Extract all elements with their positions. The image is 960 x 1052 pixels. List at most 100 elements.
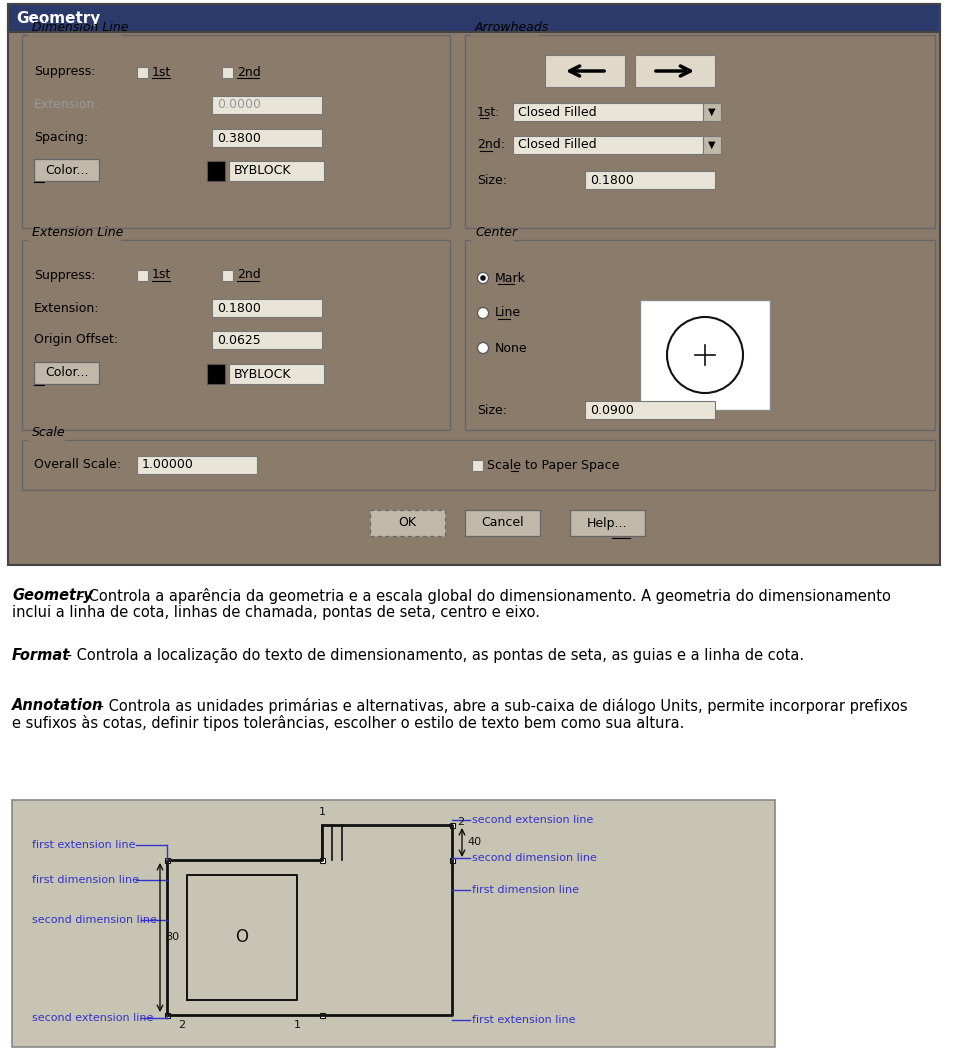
Circle shape <box>477 272 489 283</box>
Bar <box>34 362 99 384</box>
Bar <box>229 364 324 384</box>
Circle shape <box>477 343 489 353</box>
Text: 1.00000: 1.00000 <box>142 459 194 471</box>
Text: 1st: 1st <box>152 65 171 79</box>
Text: Suppress:: Suppress: <box>34 65 95 79</box>
Bar <box>513 103 703 121</box>
Bar <box>164 857 170 863</box>
Text: second extension line: second extension line <box>472 815 593 825</box>
Bar <box>22 440 935 490</box>
Bar <box>585 401 715 419</box>
Bar <box>471 33 539 36</box>
Bar <box>570 510 645 537</box>
Bar <box>449 857 454 863</box>
Text: 0.0000: 0.0000 <box>217 99 261 112</box>
Text: second dimension line: second dimension line <box>472 853 597 863</box>
Bar <box>207 364 225 384</box>
Text: 80: 80 <box>165 932 180 942</box>
Bar <box>513 136 703 154</box>
Bar <box>320 1012 324 1017</box>
Bar <box>22 240 450 430</box>
Text: Origin Offset:: Origin Offset: <box>34 333 118 346</box>
Text: 1st: 1st <box>152 268 171 282</box>
Text: 1st:: 1st: <box>477 105 500 119</box>
Text: 2nd: 2nd <box>237 65 261 79</box>
Text: Dimension Line: Dimension Line <box>32 21 129 34</box>
Text: 2: 2 <box>457 817 464 827</box>
Bar <box>8 4 940 565</box>
Bar <box>703 136 721 154</box>
Text: Geometry: Geometry <box>12 588 93 603</box>
Text: None: None <box>495 342 528 355</box>
Text: 2: 2 <box>179 1020 185 1030</box>
Text: Color...: Color... <box>45 366 88 380</box>
Bar <box>137 269 148 281</box>
Text: inclui a linha de cota, linhas de chamada, pontas de seta, centro e eixo.: inclui a linha de cota, linhas de chamad… <box>12 605 540 620</box>
Text: Scale to Paper Space: Scale to Paper Space <box>487 459 619 471</box>
Text: Annotation: Annotation <box>12 697 104 713</box>
Text: first extension line: first extension line <box>472 1015 575 1025</box>
Text: O: O <box>235 928 249 946</box>
Text: 0.0900: 0.0900 <box>590 404 634 417</box>
Text: Overall Scale:: Overall Scale: <box>34 459 121 471</box>
Text: ▼: ▼ <box>708 140 716 150</box>
Text: first extension line: first extension line <box>32 839 135 850</box>
Text: ▼: ▼ <box>708 107 716 117</box>
Text: Extension:: Extension: <box>34 302 100 315</box>
Text: Closed Filled: Closed Filled <box>518 139 596 151</box>
Text: Arrowheads: Arrowheads <box>475 21 549 34</box>
Text: BYBLOCK: BYBLOCK <box>234 367 292 381</box>
Bar <box>472 460 483 470</box>
Text: Extension Line: Extension Line <box>32 226 124 239</box>
Bar <box>28 438 65 441</box>
Bar <box>164 1012 170 1017</box>
Text: OK: OK <box>398 517 417 529</box>
Bar <box>28 238 121 241</box>
Text: Suppress:: Suppress: <box>34 268 95 282</box>
Text: Geometry: Geometry <box>16 11 101 25</box>
Bar <box>212 299 322 317</box>
Bar <box>465 510 540 537</box>
Text: 1: 1 <box>294 1020 300 1030</box>
Text: Color...: Color... <box>45 163 88 177</box>
Text: – Controla as unidades primárias e alternativas, abre a sub-caixa de diálogo Uni: – Controla as unidades primárias e alter… <box>92 697 907 714</box>
Bar <box>12 800 775 1047</box>
Bar <box>212 96 322 114</box>
Text: first dimension line: first dimension line <box>472 885 579 895</box>
Text: Closed Filled: Closed Filled <box>518 105 596 119</box>
Text: Help...: Help... <box>588 517 628 529</box>
Text: first dimension line: first dimension line <box>32 875 139 885</box>
Text: Center: Center <box>475 226 517 239</box>
Text: 1: 1 <box>319 807 325 817</box>
Bar <box>471 238 515 241</box>
Text: 0.1800: 0.1800 <box>217 302 261 315</box>
Text: 0.0625: 0.0625 <box>217 333 261 346</box>
Text: e sufixos às cotas, definir tipos tolerâncias, escolher o estilo de texto bem co: e sufixos às cotas, definir tipos tolerâ… <box>12 715 684 731</box>
Bar <box>370 510 445 537</box>
Bar <box>8 4 940 32</box>
Bar <box>545 55 625 87</box>
Bar <box>229 161 324 181</box>
Text: Line: Line <box>495 306 521 320</box>
Bar <box>212 129 322 147</box>
Bar <box>320 857 324 863</box>
Text: Format: Format <box>12 648 70 663</box>
Text: BYBLOCK: BYBLOCK <box>234 164 292 178</box>
Text: - Controla a aparência da geometria e a escala global do dimensionamento. A geom: - Controla a aparência da geometria e a … <box>74 588 891 604</box>
Circle shape <box>480 276 486 281</box>
Bar <box>585 171 715 189</box>
Text: second dimension line: second dimension line <box>32 915 156 925</box>
Text: - Controla a localização do texto de dimensionamento, as pontas de seta, as guia: - Controla a localização do texto de dim… <box>62 648 804 663</box>
Text: Cancel: Cancel <box>481 517 524 529</box>
Bar <box>137 456 257 474</box>
Bar <box>28 33 121 36</box>
Bar <box>449 823 454 828</box>
Text: 2nd: 2nd <box>237 268 261 282</box>
Bar <box>465 240 935 430</box>
Bar <box>465 35 935 228</box>
Bar <box>640 300 770 410</box>
Bar <box>635 55 715 87</box>
Bar <box>137 66 148 78</box>
Bar <box>222 66 233 78</box>
Bar <box>703 103 721 121</box>
